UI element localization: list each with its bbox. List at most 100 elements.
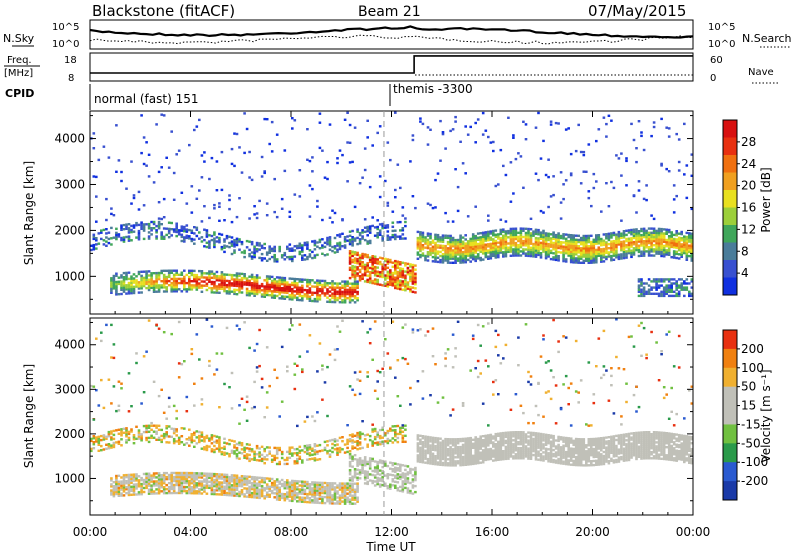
power-cell — [517, 252, 520, 255]
velocity-cell — [371, 459, 374, 463]
power-cell — [487, 214, 490, 217]
power-cell — [280, 278, 284, 282]
power-cell — [130, 279, 133, 282]
power-cell — [683, 288, 686, 291]
power-cell — [637, 240, 641, 243]
power-cell — [635, 248, 638, 252]
velocity-cell — [140, 476, 143, 480]
power-cell — [484, 249, 488, 253]
power-cell — [291, 249, 294, 252]
power-cell — [346, 290, 349, 294]
power-cell — [368, 185, 372, 189]
power-cell — [514, 250, 518, 253]
power-cell — [590, 259, 593, 262]
power-cell — [592, 246, 596, 250]
velocity-cell — [318, 495, 322, 498]
power-cell — [569, 240, 573, 243]
power-cell — [439, 250, 442, 254]
velocity-cell — [130, 405, 133, 408]
power-cell — [497, 247, 500, 251]
velocity-cell — [183, 473, 186, 477]
power-cell — [162, 227, 166, 230]
power-cell — [484, 247, 488, 251]
power-cell — [537, 241, 540, 244]
power-cell — [273, 260, 276, 263]
power-cell — [363, 168, 367, 172]
power-cell — [622, 230, 626, 233]
power-cell — [660, 292, 663, 295]
velocity-cell — [117, 482, 121, 485]
velocity-cell — [333, 490, 337, 493]
power-cell — [200, 274, 204, 277]
power-cell — [351, 282, 354, 285]
power-cell — [263, 289, 266, 292]
power-cell — [522, 239, 525, 243]
power-cell — [351, 258, 354, 262]
power-cell — [130, 224, 133, 228]
power-cell — [642, 292, 646, 295]
power-cell — [532, 251, 535, 254]
power-cell — [122, 288, 126, 291]
power-cell — [371, 224, 374, 228]
velocity-cell — [120, 484, 123, 487]
velocity-cell — [288, 495, 292, 498]
power-cell — [512, 242, 515, 245]
power-cell — [680, 230, 683, 234]
power-cell — [481, 233, 485, 236]
velocity-cell — [275, 462, 279, 466]
power-cell — [672, 211, 676, 214]
power-cell — [411, 134, 415, 137]
nave-tick-bottom: 0 — [710, 73, 716, 84]
power-cell — [549, 241, 553, 244]
velocity-cell — [142, 391, 146, 394]
velocity-cell — [328, 453, 332, 456]
power-cell — [378, 260, 382, 264]
velocity-cell — [223, 491, 226, 494]
power-cell — [645, 244, 648, 247]
velocity-cell — [240, 444, 244, 447]
power-cell — [527, 254, 530, 258]
power-cell — [193, 269, 196, 273]
velocity-cell — [210, 325, 214, 328]
velocity-cell — [142, 478, 146, 482]
velocity-cell — [180, 489, 184, 493]
power-cell — [406, 285, 410, 288]
power-cell — [396, 285, 400, 288]
power-cell — [688, 246, 691, 249]
power-cell — [421, 233, 425, 237]
power-cell — [115, 235, 118, 239]
power-cell — [308, 253, 312, 256]
power-cell — [127, 290, 131, 293]
velocity-cell — [208, 445, 211, 448]
velocity-cell — [122, 486, 126, 489]
power-cell — [650, 231, 653, 234]
power-cell — [605, 241, 608, 244]
velocity-cell — [203, 486, 206, 489]
power-cell — [509, 200, 513, 203]
power-cell — [346, 280, 349, 283]
power-cell — [524, 235, 528, 239]
power-cell — [363, 226, 367, 229]
power-cell — [544, 244, 548, 247]
power-cell — [451, 243, 455, 246]
power-cell — [557, 236, 560, 239]
power-cell — [213, 239, 216, 242]
power-cell — [675, 240, 678, 243]
velocity-cell — [155, 488, 158, 491]
power-cell — [157, 290, 161, 293]
power-cell — [683, 241, 686, 244]
velocity-cell — [278, 486, 281, 489]
power-cell — [579, 257, 583, 260]
power-cell — [554, 258, 558, 262]
power-cell — [617, 230, 621, 234]
velocity-cell — [233, 480, 236, 483]
velocity-cell — [341, 496, 344, 499]
power-cell — [132, 291, 136, 295]
power-cell — [318, 296, 322, 299]
power-cell — [358, 231, 362, 235]
power-cell — [539, 241, 543, 245]
power-cell — [308, 215, 312, 218]
power-cell — [677, 240, 681, 244]
power-cell — [660, 254, 663, 258]
power-cell — [263, 293, 266, 296]
